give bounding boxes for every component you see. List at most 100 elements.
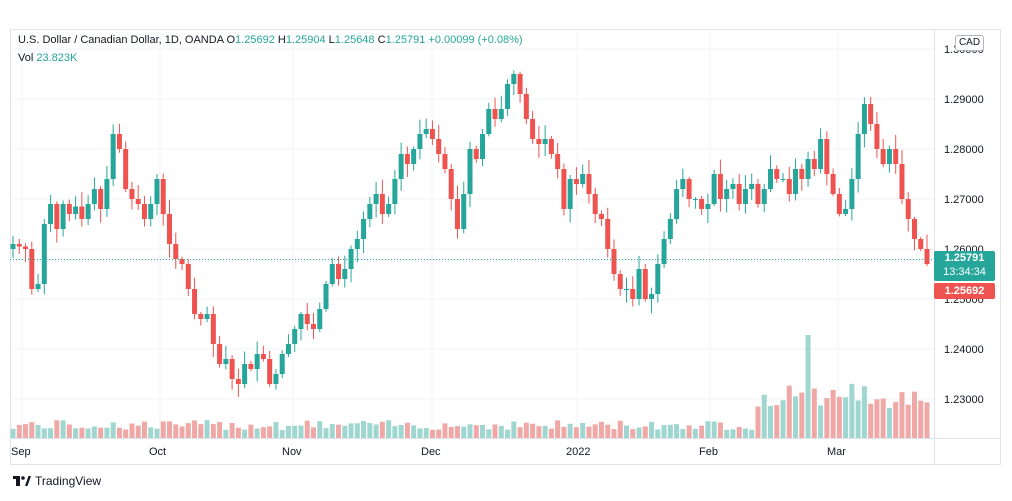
volume-bar: [91, 426, 97, 438]
open-value: 1.25692: [235, 34, 275, 46]
candle-body: [498, 109, 504, 119]
candle-body: [893, 149, 899, 164]
candle-body: [861, 104, 867, 134]
volume-bar: [285, 425, 291, 438]
candle-body: [799, 169, 805, 179]
volume-bar: [323, 428, 329, 438]
candle-body: [41, 224, 47, 284]
volume-bar: [717, 422, 723, 438]
candle-body: [586, 174, 592, 194]
candle-body: [66, 204, 72, 214]
volume-bar: [442, 423, 448, 438]
candle-body: [198, 314, 204, 319]
volume-bar: [636, 427, 642, 438]
volume-bar: [173, 424, 179, 438]
candle-body: [755, 184, 761, 204]
volume-bar: [254, 428, 260, 438]
candle-body: [411, 149, 417, 164]
candle-body: [304, 314, 310, 324]
candle-body: [129, 189, 135, 199]
volume-bar: [674, 424, 680, 438]
volume-bar: [511, 421, 517, 438]
volume-bar: [667, 424, 673, 438]
open-price-tag: 1.25692: [934, 283, 995, 299]
candle-body: [674, 189, 680, 219]
volume-bar: [85, 428, 91, 438]
currency-button[interactable]: CAD: [955, 35, 984, 51]
candle-body: [116, 134, 122, 149]
candle-body: [811, 159, 817, 169]
candle-body: [636, 269, 642, 299]
close-label: C: [377, 34, 386, 46]
volume-bar: [605, 424, 611, 438]
volume-bar: [843, 397, 849, 438]
volume-bar: [530, 423, 536, 438]
candle-body: [630, 289, 636, 299]
candle-body: [279, 354, 285, 374]
volume-bar: [730, 429, 736, 438]
candle-body: [386, 204, 392, 214]
candle-body: [793, 169, 799, 194]
volume-bar: [899, 392, 905, 438]
volume-bar: [705, 421, 711, 438]
volume-bar: [480, 424, 486, 438]
candle-body: [749, 184, 755, 189]
volume-bar: [436, 429, 442, 438]
volume-bar: [304, 420, 310, 438]
candle-body: [624, 289, 630, 290]
candle-body: [260, 354, 266, 359]
candle-body: [705, 204, 711, 209]
low-label: L: [328, 34, 335, 46]
volume-bar: [818, 405, 824, 438]
candle-body: [692, 199, 698, 200]
candle-body: [517, 74, 523, 94]
volume-bar: [448, 426, 454, 438]
volume-bar: [611, 429, 617, 438]
brand-logo[interactable]: TradingView: [13, 474, 101, 488]
candle-body: [336, 264, 342, 279]
volume-bar: [686, 425, 692, 438]
volume-bar: [454, 426, 460, 438]
volume-bar: [104, 427, 110, 438]
candle-body: [292, 329, 298, 344]
volume-bar: [160, 421, 166, 438]
candle-body: [104, 179, 110, 209]
candle-body: [617, 274, 623, 289]
volume-bar: [905, 404, 911, 438]
volume-bar: [141, 421, 147, 438]
candle-body: [223, 359, 229, 364]
candle-body: [667, 219, 673, 239]
x-tick-label: Sep: [11, 446, 31, 458]
volume-bar: [329, 423, 335, 438]
volume-bar: [342, 425, 348, 438]
volume-bar: [517, 427, 523, 438]
candle-body: [836, 194, 842, 214]
volume-bar: [123, 429, 129, 438]
volume-bar: [379, 421, 385, 438]
candle-body: [423, 129, 429, 134]
volume-bar: [392, 426, 398, 438]
volume-bar: [624, 425, 630, 438]
volume-bar: [811, 388, 817, 438]
candle-body: [379, 194, 385, 214]
candle-body: [880, 149, 886, 164]
open-label: O: [226, 34, 236, 46]
ohlc-legend: U.S. Dollar / Canadian Dollar, 1D, OANDA…: [18, 34, 523, 46]
volume-bar: [868, 403, 874, 438]
candle-body: [48, 204, 54, 224]
candle-body: [711, 174, 717, 204]
candle-body: [135, 199, 141, 204]
volume-bar: [116, 427, 122, 438]
candle-body: [317, 309, 323, 329]
volume-bar: [73, 428, 79, 438]
candle-body: [592, 194, 598, 214]
candle-body: [373, 194, 379, 204]
volume-bar: [692, 429, 698, 438]
volume-bar: [242, 429, 248, 438]
volume-bar: [598, 421, 604, 438]
candle-body: [548, 139, 554, 154]
x-tick-label: Dec: [421, 446, 441, 458]
candle-body: [148, 204, 154, 219]
